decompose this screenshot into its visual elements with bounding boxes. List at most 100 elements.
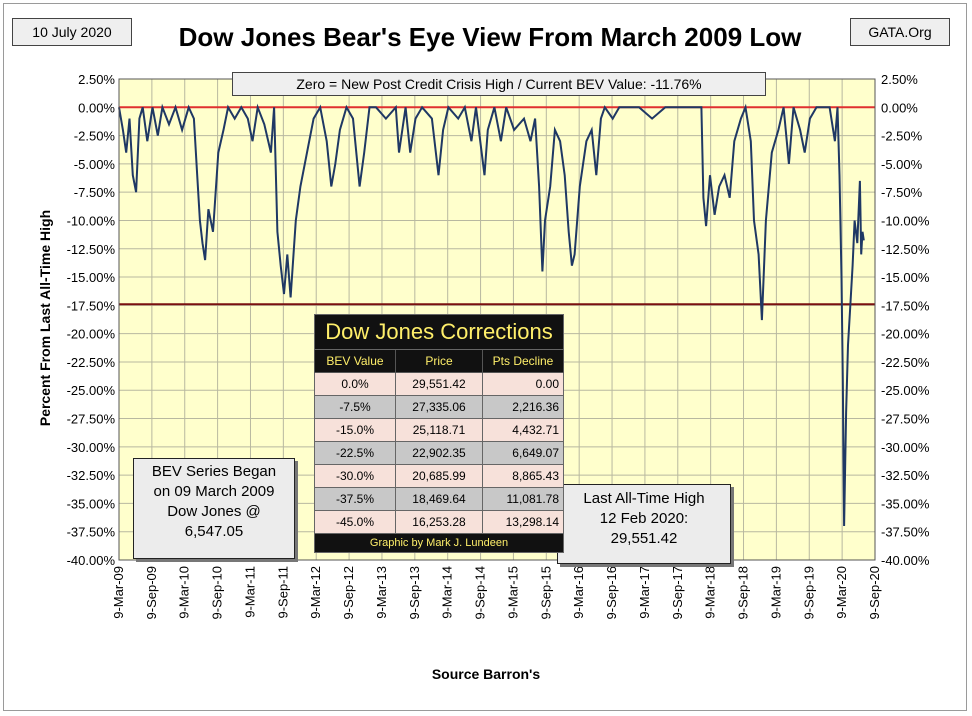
cell-price: 20,685.99: [395, 464, 483, 488]
y-tick-label-left: -5.00%: [74, 157, 116, 172]
table-footer-credit: Graphic by Mark J. Lundeen: [314, 533, 564, 553]
cell-bev: 0.0%: [314, 372, 396, 396]
y-tick-label-left: -20.00%: [67, 327, 116, 342]
y-tick-label-right: -10.00%: [881, 213, 930, 228]
cell-pts: 11,081.78: [482, 487, 564, 511]
y-tick-label-right: -15.00%: [881, 270, 930, 285]
table-row: -22.5% 22,902.35 6,649.07: [314, 441, 564, 465]
table-row: -45.0% 16,253.28 13,298.14: [314, 510, 564, 534]
x-tick-label: 9-Mar-16: [571, 566, 586, 619]
y-tick-label-right: -30.00%: [881, 440, 930, 455]
cell-price: 16,253.28: [395, 510, 483, 534]
y-tick-label-left: -27.50%: [67, 412, 116, 427]
y-tick-label-left: 2.50%: [78, 72, 115, 87]
y-tick-label-right: -17.50%: [881, 298, 930, 313]
y-tick-label-left: -32.50%: [67, 468, 116, 483]
cell-price: 27,335.06: [395, 395, 483, 419]
source-tag: GATA.Org: [850, 18, 950, 46]
x-tick-label: 9-Sep-10: [210, 566, 225, 619]
cell-bev: -7.5%: [314, 395, 396, 419]
y-tick-label-left: -17.50%: [67, 298, 116, 313]
x-tick-label: 9-Mar-18: [703, 566, 718, 619]
x-tick-label: 9-Mar-15: [505, 566, 520, 619]
cell-bev: -22.5%: [314, 441, 396, 465]
chart-title: Dow Jones Bear's Eye View From March 200…: [178, 22, 802, 52]
x-tick-label: 9-Sep-11: [275, 566, 290, 619]
table-row: -37.5% 18,469.64 11,081.78: [314, 487, 564, 511]
y-tick-label-left: -15.00%: [67, 270, 116, 285]
bev-began-line-2: on 09 March 2009: [153, 483, 275, 500]
y-tick-label-left: -2.50%: [74, 129, 116, 144]
reference-lines: [119, 106, 875, 306]
y-tick-label-right: -20.00%: [881, 327, 930, 342]
cell-pts: 8,865.43: [482, 464, 564, 488]
cell-pts: 13,298.14: [482, 510, 564, 534]
cell-bev: -45.0%: [314, 510, 396, 534]
table-row: -7.5% 27,335.06 2,216.36: [314, 395, 564, 419]
bev-began-line-1: BEV Series Began: [151, 463, 277, 480]
table-row: -15.0% 25,118.71 4,432.71: [314, 418, 564, 442]
y-tick-label-right: -5.00%: [881, 157, 923, 172]
x-tick-label: 9-Mar-19: [768, 566, 783, 619]
bev-began-note: BEV Series Began on 09 March 2009 Dow Jo…: [133, 458, 295, 559]
y-tick-label-right: -2.50%: [881, 129, 923, 144]
zero-note: Zero = New Post Credit Crisis High / Cur…: [232, 72, 766, 96]
col-header-price: Price: [395, 349, 483, 373]
corrections-table: Dow Jones Corrections BEV Value Price Pt…: [314, 314, 564, 553]
y-tick-label-right: -27.50%: [881, 412, 930, 427]
col-header-pts: Pts Decline: [482, 349, 564, 373]
cell-pts: 6,649.07: [482, 441, 564, 465]
cell-price: 25,118.71: [395, 418, 483, 442]
y-tick-label-left: -40.00%: [67, 553, 116, 568]
table-row: 0.0% 29,551.42 0.00: [314, 372, 564, 396]
y-tick-label-right: -22.50%: [881, 355, 930, 370]
bev-began-line-3: Dow Jones @: [167, 503, 261, 520]
x-tick-label: 9-Sep-18: [736, 566, 751, 619]
cell-bev: -37.5%: [314, 487, 396, 511]
y-tick-label-right: -25.00%: [881, 383, 930, 398]
col-header-bev: BEV Value: [314, 349, 396, 373]
x-tick-label: 9-Sep-20: [867, 566, 882, 619]
corrections-table-title: Dow Jones Corrections: [314, 314, 564, 350]
x-tick-label: 9-Sep-14: [473, 566, 488, 619]
y-tick-label-right: -7.50%: [881, 185, 923, 200]
x-axis-label: Source Barron's: [431, 666, 541, 682]
y-tick-label-left: -22.50%: [67, 355, 116, 370]
last-high-line-2: 12 Feb 2020:: [599, 510, 689, 527]
x-tick-label: 9-Mar-13: [374, 566, 389, 619]
x-tick-labels: 9-Mar-09 9-Sep-09 9-Mar-10 9-Sep-10 9-Mar-11…: [111, 566, 882, 619]
cell-price: 22,902.35: [395, 441, 483, 465]
y-tick-labels-right: 2.50% 0.00% -2.50% -5.00% -7.50% -10.00% -12.5…: [881, 72, 930, 568]
cell-price: 18,469.64: [395, 487, 483, 511]
x-tick-label: 9-Sep-12: [341, 566, 356, 619]
x-tick-label: 9-Mar-09: [111, 566, 126, 619]
cell-pts: 0.00: [482, 372, 564, 396]
x-tick-label: 9-Mar-11: [242, 566, 257, 618]
last-high-line-1: Last All-Time High: [583, 490, 705, 507]
x-tick-label: 9-Sep-19: [801, 566, 816, 619]
y-tick-label-left: 0.00%: [78, 100, 115, 115]
cell-pts: 2,216.36: [482, 395, 564, 419]
x-tick-label: 9-Mar-14: [440, 566, 455, 619]
y-tick-label-right: 0.00%: [881, 100, 918, 115]
y-axis-label: Percent From Last All-Time High: [37, 209, 53, 427]
cell-bev: -15.0%: [314, 418, 396, 442]
y-tick-label-left: -10.00%: [67, 213, 116, 228]
x-tick-label: 9-Sep-15: [538, 566, 553, 619]
x-tick-label: 9-Mar-20: [834, 566, 849, 619]
x-tick-label: 9-Sep-13: [407, 566, 422, 619]
y-tick-label-right: -35.00%: [881, 496, 930, 511]
series-line-bev: [118, 103, 865, 527]
x-tick-label: 9-Mar-17: [637, 566, 652, 619]
y-tick-label-left: -30.00%: [67, 440, 116, 455]
y-tick-label-left: -37.50%: [67, 525, 116, 540]
table-row: -30.0% 20,685.99 8,865.43: [314, 464, 564, 488]
cell-price: 29,551.42: [395, 372, 483, 396]
last-high-note: Last All-Time High 12 Feb 2020: 29,551.4…: [557, 484, 731, 564]
x-tick-label: 9-Sep-16: [604, 566, 619, 619]
y-tick-label-right: -37.50%: [881, 525, 930, 540]
y-tick-label-left: -12.50%: [67, 242, 116, 257]
y-tick-label-right: -12.50%: [881, 242, 930, 257]
date-label: 10 July 2020: [12, 18, 132, 46]
x-tick-label: 9-Sep-17: [670, 566, 685, 619]
